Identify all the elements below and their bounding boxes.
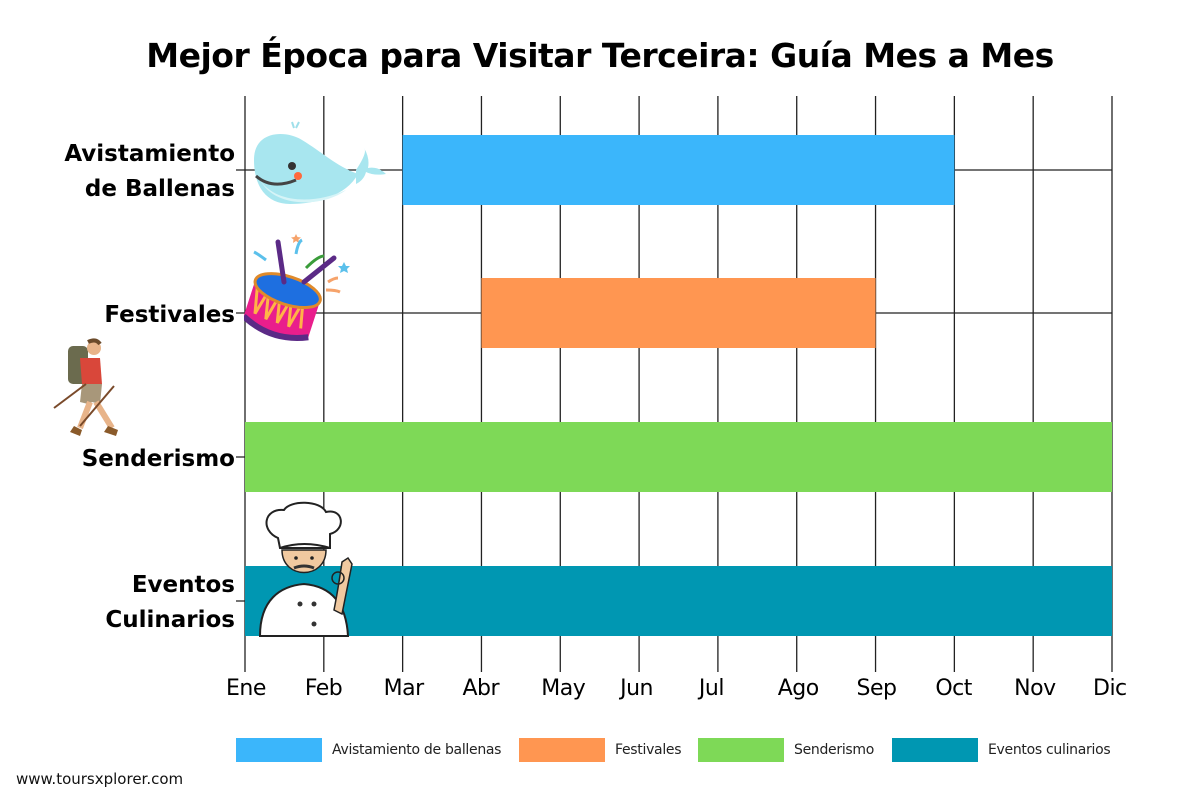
- bar-senderismo: [245, 422, 1112, 492]
- legend-swatch: [519, 738, 605, 762]
- y-label-eventos-culinarios: Eventos Culinarios: [105, 572, 235, 633]
- bar-avistamiento-de-ballenas: [402, 135, 955, 205]
- x-tick-jun: Jun: [620, 676, 653, 701]
- bar-eventos-culinarios: [245, 566, 1112, 636]
- drum-icon: [244, 234, 350, 341]
- legend-item-senderismo: Senderismo: [698, 738, 874, 762]
- footer-website: www.toursxplorer.com: [16, 770, 184, 788]
- legend-label: Avistamiento de ballenas: [332, 742, 502, 758]
- chef-icon: [258, 501, 353, 637]
- bar-festivales: [481, 278, 876, 348]
- legend-item-festivales: Festivales: [519, 738, 682, 762]
- x-tick-mar: Mar: [383, 676, 425, 701]
- y-label-senderismo: Senderismo: [81, 445, 235, 472]
- legend-swatch: [892, 738, 978, 762]
- legend-swatch: [236, 738, 322, 762]
- x-tick-jul: Jul: [698, 676, 725, 701]
- legend-label: Senderismo: [794, 742, 875, 758]
- y-label-festivales: Festivales: [104, 301, 235, 328]
- x-tick-ene: Ene: [226, 676, 266, 701]
- legend-swatch: [698, 738, 784, 762]
- y-label-avistamiento-de-ballenas: Avistamiento de Ballenas: [64, 141, 235, 202]
- x-tick-ago: Ago: [777, 676, 819, 701]
- x-tick-nov: Nov: [1014, 676, 1056, 701]
- hiker-icon: [53, 338, 118, 436]
- x-tick-feb: Feb: [304, 676, 343, 701]
- x-tick-oct: Oct: [935, 676, 972, 701]
- x-tick-sep: Sep: [856, 676, 897, 701]
- chart-title: Mejor Época para Visitar Terceira: Guía …: [146, 36, 1054, 75]
- x-tick-may: May: [541, 676, 586, 701]
- x-tick-dic: Dic: [1093, 676, 1127, 701]
- legend-label: Festivales: [615, 742, 682, 758]
- whale-icon: [254, 121, 386, 204]
- legend-label: Eventos culinarios: [988, 742, 1111, 758]
- legend-item-avistamiento-de-ballenas: Avistamiento de ballenas: [236, 738, 501, 762]
- legend-item-eventos-culinarios: Eventos culinarios: [892, 738, 1111, 762]
- x-tick-abr: Abr: [462, 676, 500, 701]
